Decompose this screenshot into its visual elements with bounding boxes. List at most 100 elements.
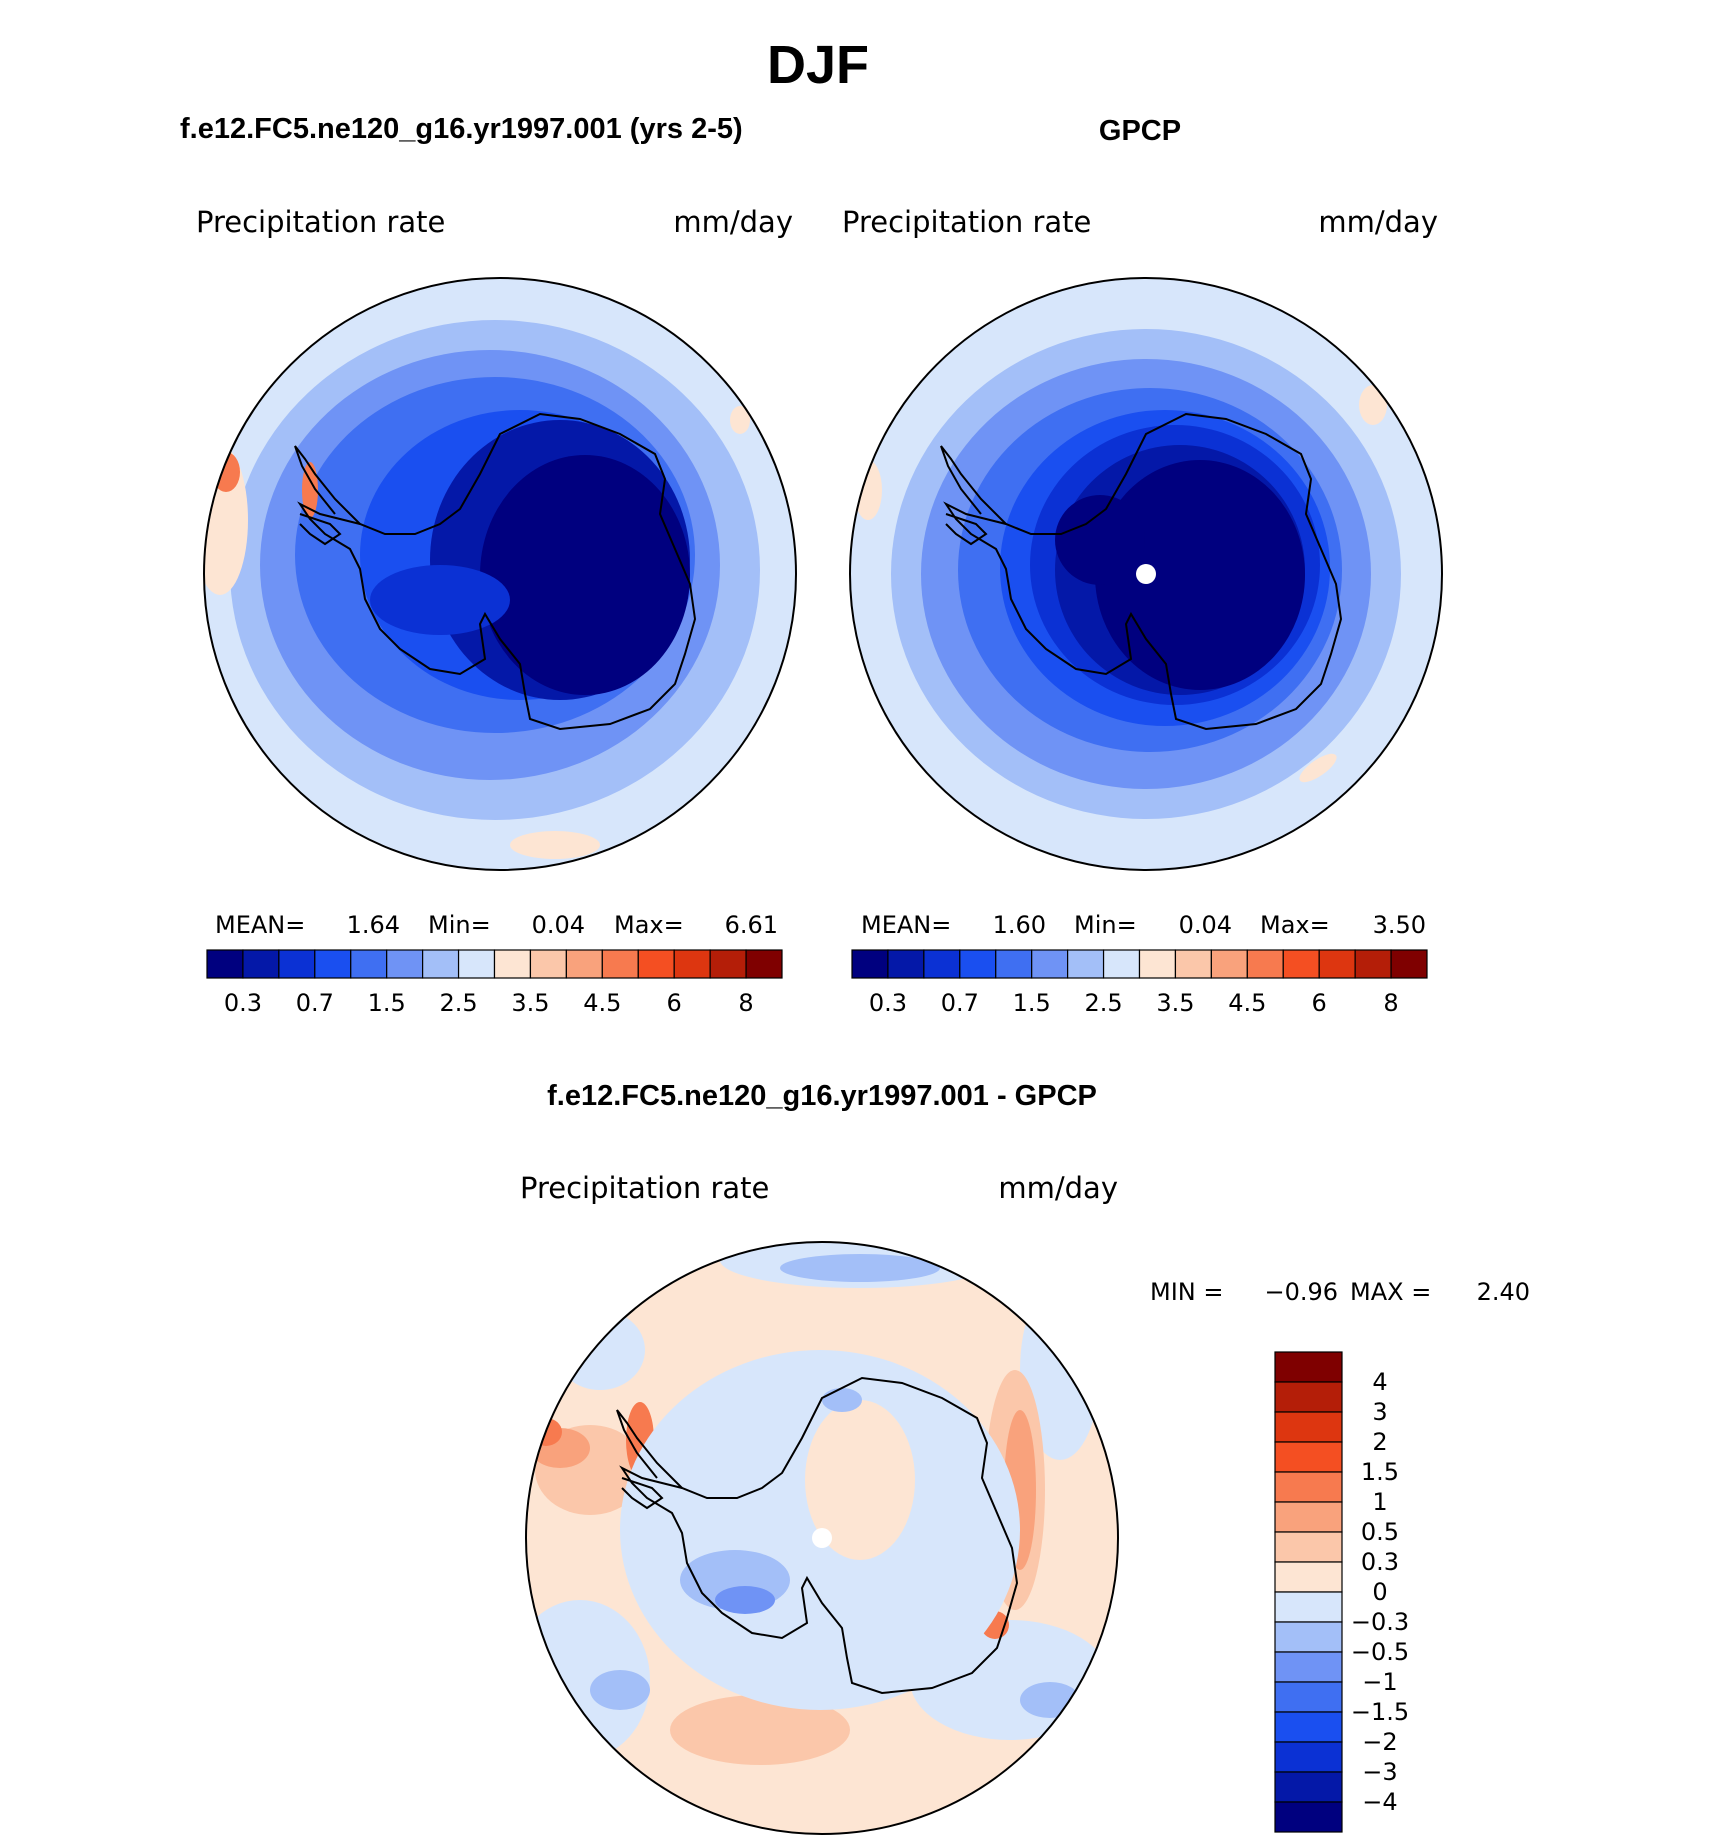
colorbar-diff-swatch	[1274, 1381, 1343, 1413]
colorbar-diff-tick-label: 4	[1372, 1368, 1387, 1396]
panel-diff-var-label: Precipitation rate	[520, 1171, 769, 1205]
colorbar-model-tick-label: 0.3	[224, 989, 262, 1017]
panel-model-stats: MEAN= 1.64 Min= 0.04 Max= 6.61	[215, 911, 778, 939]
svg-text:Max=: Max=	[614, 911, 684, 939]
colorbar-model-swatch	[493, 949, 532, 979]
panel-obs-units: mm/day	[1318, 205, 1438, 239]
colorbar-model-swatch	[601, 949, 639, 979]
panel-diff-units: mm/day	[998, 1171, 1118, 1205]
colorbar-obs-swatch	[1318, 949, 1356, 979]
colorbar-model-tick-label: 4.5	[583, 989, 621, 1017]
colorbar-obs-swatch	[1282, 949, 1320, 979]
colorbar-model-swatch	[278, 949, 316, 979]
colorbar-model-swatch	[386, 949, 424, 979]
colorbar-diff-swatch	[1274, 1651, 1343, 1683]
colorbar-obs-swatch	[1031, 949, 1069, 979]
colorbar-obs-swatch	[851, 949, 889, 979]
colorbar-model-swatch	[422, 949, 460, 979]
svg-text:MEAN=: MEAN=	[215, 911, 305, 939]
colorbar-model-tick-label: 8	[738, 989, 753, 1017]
colorbar-model-swatch	[565, 949, 603, 979]
svg-text:Min=: Min=	[428, 911, 491, 939]
polar-map-obs-border	[849, 277, 1443, 871]
svg-text:MEAN=: MEAN=	[861, 911, 951, 939]
colorbar-obs-tick-label: 1.5	[1013, 989, 1051, 1017]
colorbar-model-swatch	[206, 949, 244, 979]
colorbar-model-swatch	[314, 949, 352, 979]
svg-text:3.50: 3.50	[1373, 911, 1426, 939]
colorbar-diff-tick-label: −1.5	[1351, 1698, 1409, 1726]
svg-text:Max=: Max=	[1260, 911, 1330, 939]
colorbar-diff-swatch	[1274, 1771, 1343, 1803]
colorbar-obs-tick-label: 0.3	[869, 989, 907, 1017]
colorbar-diff-tick-label: −1	[1362, 1668, 1397, 1696]
panel-diff-stats: MIN = −0.96 MAX = 2.40	[1150, 1278, 1530, 1306]
colorbar-obs-swatch	[1138, 949, 1177, 979]
panel-obs-stats: MEAN= 1.60 Min= 0.04 Max= 3.50	[861, 911, 1426, 939]
svg-text:0.04: 0.04	[532, 911, 585, 939]
colorbar-obs-swatch	[923, 949, 961, 979]
colorbar-diff-swatch	[1274, 1411, 1343, 1443]
panel-obs: GPCP Precipitation rate mm/day MEAN= 1.6…	[842, 115, 1443, 1017]
colorbar-diff-tick-label: 0.3	[1361, 1548, 1399, 1576]
panel-model-var-label: Precipitation rate	[196, 205, 445, 239]
colorbar-diff-swatch	[1274, 1441, 1343, 1473]
colorbar-obs-tick-label: 0.7	[941, 989, 979, 1017]
colorbar-model-tick-label: 1.5	[368, 989, 406, 1017]
panel-model: f.e12.FC5.ne120_g16.yr1997.001 (yrs 2-5)…	[180, 113, 797, 1017]
colorbar-obs-swatch	[959, 949, 997, 979]
colorbar-diff-tick-label: 2	[1372, 1428, 1387, 1456]
colorbar-diff-swatch	[1274, 1741, 1343, 1773]
colorbar-model-swatch	[637, 949, 675, 979]
colorbar-model: 0.3 0.7 1.5 2.5 3.5 4.5 6 8	[206, 949, 783, 1017]
panel-diff: f.e12.FC5.ne120_g16.yr1997.001 - GPCP Pr…	[520, 1080, 1530, 1835]
svg-text:MIN =: MIN =	[1150, 1278, 1223, 1306]
polar-map-diff	[526, 1242, 1118, 1834]
colorbar-diff-tick-label: 0	[1372, 1578, 1387, 1606]
colorbar-diff-tick-label: 3	[1372, 1398, 1387, 1426]
colorbar-diff-swatch	[1274, 1681, 1343, 1713]
colorbar-model-swatch	[529, 949, 567, 979]
panel-obs-header: GPCP	[1099, 115, 1181, 147]
polar-map-diff-border	[525, 1241, 1119, 1835]
colorbar-model-tick-label: 6	[667, 989, 682, 1017]
svg-text:0.04: 0.04	[1179, 911, 1232, 939]
colorbar-obs-swatch	[1174, 949, 1212, 979]
svg-text:Min=: Min=	[1074, 911, 1137, 939]
polar-map-model	[204, 278, 796, 870]
colorbar-diff-swatch	[1274, 1351, 1343, 1383]
colorbar-diff-swatch	[1274, 1711, 1343, 1743]
colorbar-diff-tick-label: 0.5	[1361, 1518, 1399, 1546]
colorbar-model-swatch	[673, 949, 711, 979]
colorbar-obs-swatch	[1354, 949, 1392, 979]
svg-text:1.64: 1.64	[347, 911, 400, 939]
colorbar-obs-tick-label: 2.5	[1084, 989, 1122, 1017]
svg-text:−0.96: −0.96	[1264, 1278, 1338, 1306]
colorbar-obs-tick-label: 4.5	[1228, 989, 1266, 1017]
colorbar-diff-tick-label: −0.3	[1351, 1608, 1409, 1636]
colorbar-obs-swatch	[1102, 949, 1141, 979]
colorbar-model-tick-label: 3.5	[511, 989, 549, 1017]
colorbar-obs-swatch	[1210, 949, 1248, 979]
colorbar-obs: 0.3 0.7 1.5 2.5 3.5 4.5 6 8	[851, 949, 1428, 1017]
panel-obs-var-label: Precipitation rate	[842, 205, 1091, 239]
colorbar-obs-tick-label: 6	[1312, 989, 1327, 1017]
colorbar-diff-tick-label: −4	[1362, 1788, 1397, 1816]
colorbar-obs-tick-label: 8	[1383, 989, 1398, 1017]
colorbar-diff-swatch	[1274, 1801, 1343, 1833]
polar-map-obs	[850, 278, 1442, 870]
panel-model-header: f.e12.FC5.ne120_g16.yr1997.001 (yrs 2-5)	[180, 113, 743, 145]
panel-model-units: mm/day	[673, 205, 793, 239]
colorbar-diff-swatch	[1274, 1471, 1343, 1503]
colorbar-diff-tick-label: −0.5	[1351, 1638, 1409, 1666]
colorbar-model-tick-label: 2.5	[439, 989, 477, 1017]
colorbar-diff-swatch	[1274, 1501, 1343, 1533]
colorbar-diff-tick-label: 1	[1372, 1488, 1387, 1516]
colorbar-obs-swatch	[995, 949, 1033, 979]
colorbar-obs-swatch	[887, 949, 925, 979]
svg-text:6.61: 6.61	[725, 911, 778, 939]
colorbar-obs-swatch	[1390, 949, 1428, 979]
colorbar-diff-tick-label: 1.5	[1361, 1458, 1399, 1486]
